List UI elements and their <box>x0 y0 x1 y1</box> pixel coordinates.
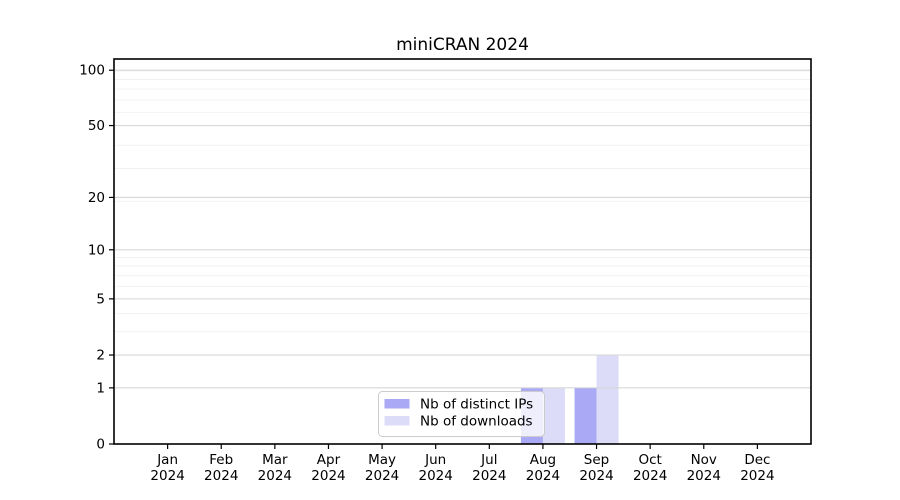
x-tick-label-year: 2024 <box>526 468 560 484</box>
legend-label: Nb of downloads <box>420 414 533 430</box>
legend-swatch <box>384 399 410 409</box>
bar <box>574 387 597 444</box>
legend-swatch <box>384 416 410 426</box>
bar <box>596 355 619 444</box>
x-tick-label-year: 2024 <box>258 468 292 484</box>
x-tick-label-month: Mar <box>262 452 288 468</box>
bar <box>542 387 565 444</box>
x-tick-label-month: Oct <box>638 452 661 468</box>
x-tick-label-year: 2024 <box>311 468 345 484</box>
chart-title: miniCRAN 2024 <box>396 35 529 55</box>
y-tick-label: 5 <box>96 291 105 307</box>
x-tick-label-month: Sep <box>584 452 609 468</box>
x-tick-label-month: Jan <box>156 452 178 468</box>
x-tick-label-month: May <box>368 452 396 468</box>
y-tick-label: 2 <box>96 348 105 364</box>
x-tick-label-year: 2024 <box>579 468 613 484</box>
y-tick-label: 100 <box>79 63 105 79</box>
x-tick-label-year: 2024 <box>687 468 721 484</box>
x-tick-label-year: 2024 <box>365 468 399 484</box>
x-tick-label-month: Nov <box>691 452 717 468</box>
x-tick-label-year: 2024 <box>740 468 774 484</box>
y-tick-label: 50 <box>88 118 105 134</box>
x-tick-label-month: Jul <box>480 452 497 468</box>
y-tick-label: 10 <box>88 242 105 258</box>
x-tick-label-year: 2024 <box>633 468 667 484</box>
x-tick-label-month: Jun <box>424 452 446 468</box>
legend-box <box>378 391 545 437</box>
y-tick-label: 1 <box>96 380 105 396</box>
x-tick-label-year: 2024 <box>472 468 506 484</box>
y-tick-label: 0 <box>96 437 105 453</box>
x-tick-label-year: 2024 <box>419 468 453 484</box>
plot-frame <box>113 58 812 445</box>
x-tick-label-year: 2024 <box>150 468 184 484</box>
x-tick-label-month: Apr <box>317 452 341 468</box>
legend-label: Nb of distinct IPs <box>420 397 533 413</box>
x-tick-label-month: Feb <box>209 452 233 468</box>
x-tick-label-month: Aug <box>530 452 556 468</box>
x-tick-label-month: Dec <box>744 452 770 468</box>
x-tick-label-year: 2024 <box>204 468 238 484</box>
y-tick-label: 20 <box>88 190 105 206</box>
